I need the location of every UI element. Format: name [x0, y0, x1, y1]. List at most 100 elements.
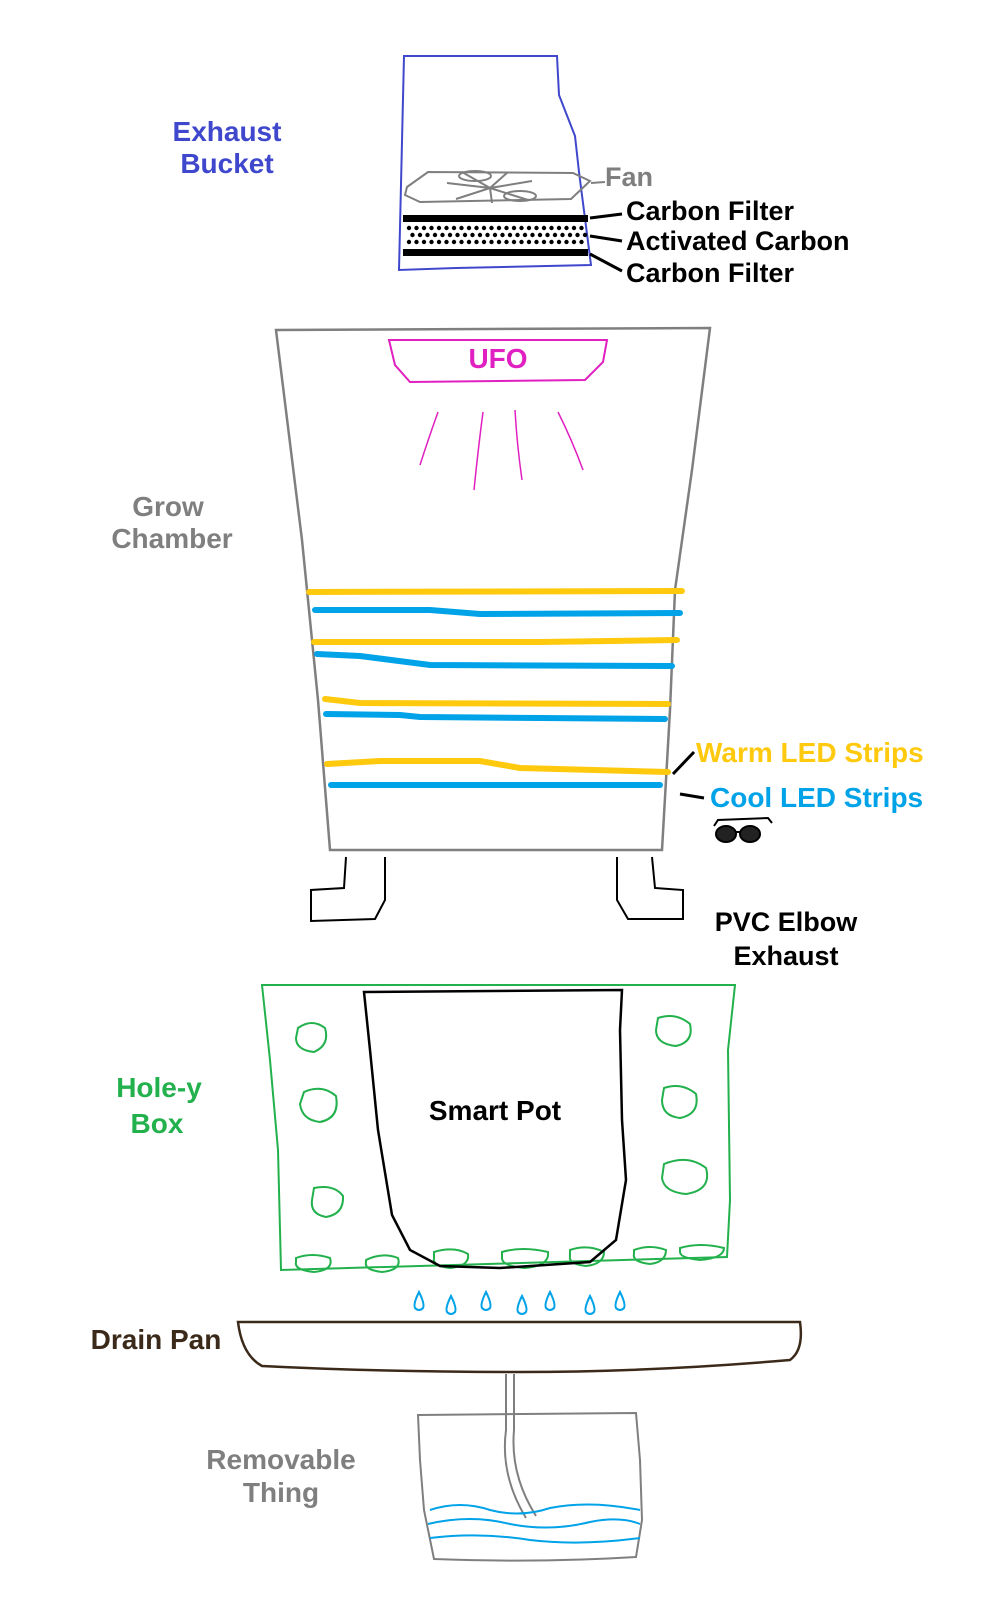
carbon-granule: [519, 239, 524, 245]
carbon-granule: [432, 232, 438, 238]
fan-label: Fan: [605, 162, 653, 192]
carbon-granule: [444, 239, 449, 245]
hole: [679, 1244, 726, 1262]
water-drop-icon: [614, 1289, 626, 1311]
carbon-granule: [504, 239, 509, 245]
carbon-granule: [451, 225, 457, 231]
carbon-granule: [470, 232, 475, 238]
carbon-granule: [534, 239, 539, 245]
carbon-granule: [541, 225, 547, 231]
hole: [632, 1246, 668, 1266]
drain-pan: [236, 1320, 803, 1374]
led-strips: [306, 588, 685, 788]
carbon-granule: [526, 239, 532, 245]
hole: [568, 1246, 606, 1268]
carbon-granule: [567, 232, 573, 238]
carbon-granule: [496, 225, 502, 231]
carbon-granule: [459, 239, 464, 245]
carbon-filter-top-leader: [589, 212, 623, 220]
carbon-granule: [421, 239, 427, 245]
carbon-filter-bottom-leader: [589, 252, 623, 273]
carbon-granule: [414, 239, 419, 245]
hole: [660, 1085, 698, 1120]
pvc-elbow-right: [616, 856, 684, 920]
pvc-elbow-label-2: Exhaust: [733, 941, 838, 971]
hole: [660, 1158, 708, 1196]
carbon-granule: [507, 232, 513, 238]
carbon-granule: [582, 232, 588, 238]
removable-container: [416, 1411, 644, 1562]
carbon-granule: [406, 239, 412, 245]
carbon-granule: [511, 225, 517, 231]
fan-icon: [403, 170, 592, 204]
cool-led-strip-3: [323, 711, 668, 722]
hole: [294, 1022, 328, 1054]
carbon-filter-top: [403, 215, 588, 222]
grow-chamber-label-2: Chamber: [111, 523, 232, 554]
carbon-granule: [489, 225, 494, 231]
sunglasses-icon: [713, 816, 773, 843]
removable-label-1: Removable: [206, 1444, 355, 1475]
carbon-granule: [534, 225, 539, 231]
water-drop-icon: [413, 1289, 425, 1311]
warm-led-strip-1: [306, 588, 685, 595]
carbon-granule: [522, 232, 528, 238]
carbon-granule: [579, 239, 584, 245]
carbon-granule: [477, 232, 483, 238]
carbon-granule: [425, 232, 430, 238]
carbon-granule: [556, 225, 562, 231]
carbon-granule: [417, 232, 423, 238]
drain-tube: [503, 1374, 537, 1519]
carbon-granule: [451, 239, 457, 245]
cool-led-strip-2: [314, 651, 675, 669]
carbon-granule: [575, 232, 580, 238]
carbon-granule: [579, 225, 584, 231]
warm-led-strip-4: [324, 758, 671, 775]
holey-box: [260, 984, 737, 1272]
carbon-granule: [552, 232, 558, 238]
activated-carbon-label: Activated Carbon: [626, 226, 850, 256]
ufo-light: [387, 339, 609, 384]
exhaust-bucket: [397, 55, 593, 272]
exhaust-bucket-label-1: Exhaust: [173, 116, 282, 147]
cool-led-leader: [679, 792, 705, 800]
carbon-filter-top-label: Carbon Filter: [626, 196, 795, 226]
grow-chamber-label-1: Grow: [132, 491, 204, 522]
holey-box-label-1: Hole-y: [116, 1072, 202, 1103]
carbon-granule: [410, 232, 415, 238]
carbon-granule: [474, 225, 479, 231]
carbon-granule: [560, 232, 565, 238]
carbon-granule: [462, 232, 468, 238]
warm-led-strip-2: [311, 637, 680, 645]
warm-led-label: Warm LED Strips: [696, 737, 924, 768]
carbon-filter-bottom-label: Carbon Filter: [626, 258, 795, 288]
cool-led-strip-1: [312, 607, 683, 618]
pvc-elbow-left: [310, 856, 386, 923]
carbon-granule: [519, 225, 524, 231]
carbon-granule: [481, 225, 487, 231]
water-drop-icon: [480, 1289, 492, 1311]
carbon-granule: [429, 239, 434, 245]
carbon-filter-bottom: [403, 249, 588, 256]
carbon-granule: [549, 239, 554, 245]
container-water: [427, 1503, 641, 1544]
grow-chamber: [274, 326, 712, 852]
drain-pan-label: Drain Pan: [91, 1324, 222, 1355]
carbon-granule: [489, 239, 494, 245]
carbon-granule: [436, 225, 442, 231]
box-holes: [294, 1015, 726, 1274]
holey-box-label-2: Box: [131, 1108, 184, 1139]
carbon-granule: [447, 232, 453, 238]
fan-leader: [590, 181, 606, 184]
carbon-granule: [466, 225, 472, 231]
exhaust-bucket-label-2: Bucket: [180, 148, 273, 179]
carbon-granule: [496, 239, 502, 245]
carbon-granule: [414, 225, 419, 231]
removable-label-2: Thing: [243, 1477, 319, 1508]
carbon-granule: [511, 239, 517, 245]
carbon-granule: [474, 239, 479, 245]
carbon-granule: [429, 225, 434, 231]
carbon-granule: [526, 225, 532, 231]
carbon-granule: [466, 239, 472, 245]
